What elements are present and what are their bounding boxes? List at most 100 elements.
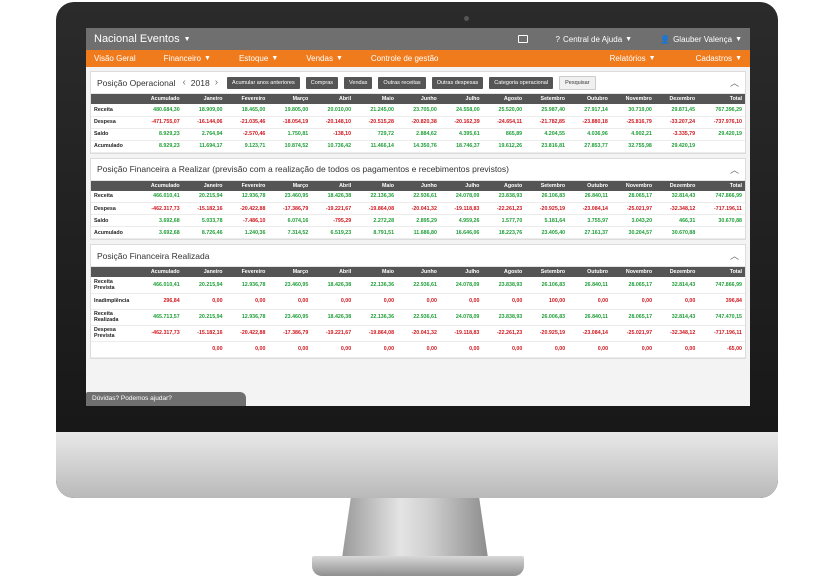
table-cell: 29.420,19 xyxy=(654,140,699,153)
column-header: Março xyxy=(268,94,312,104)
table-cell: 30.719,00 xyxy=(610,104,655,117)
table-row: Despesa -462.317,73 -15.182,16 -20.422,88 -1… xyxy=(91,202,745,215)
year-label: 2018 xyxy=(190,77,210,88)
table-row: Acumulado 3.692,68 8.726,46 1.240,36 7.314,5… xyxy=(91,226,745,239)
table-cell: 0,00 xyxy=(439,341,483,358)
column-header: Fevereiro xyxy=(225,94,269,104)
column-header: Abril xyxy=(311,180,355,191)
table-cell: -7.486,10 xyxy=(225,214,269,227)
table-cell: 6.074,16 xyxy=(268,214,312,227)
btn-outras-despesas[interactable]: Outras despesas xyxy=(431,76,484,89)
column-header: Julho xyxy=(439,267,483,277)
table-cell: -19.864,08 xyxy=(354,202,398,215)
chat-button[interactable] xyxy=(517,35,528,43)
column-header: Dezembro xyxy=(655,180,699,191)
btn-categoria-operacional[interactable]: Categoria operacional xyxy=(489,76,554,89)
btn-vendas[interactable]: Vendas xyxy=(344,76,373,89)
caret-down-icon: ▼ xyxy=(648,55,656,62)
table-cell: 22.936,61 xyxy=(397,277,440,294)
caret-down-icon: ▼ xyxy=(271,55,279,62)
collapse-icon[interactable]: ︿ xyxy=(729,164,739,175)
table-cell: 0,00 xyxy=(311,293,355,310)
collapse-icon[interactable]: ︿ xyxy=(729,251,739,261)
table-cell: 3.692,68 xyxy=(135,226,183,239)
help-center-link[interactable]: ? Central de Ajuda ▼ xyxy=(556,35,633,44)
nav-label: Visão Geral xyxy=(94,54,136,63)
table-cell: 22.136,36 xyxy=(354,277,398,294)
table-cell: 24.078,09 xyxy=(439,190,483,203)
nav-estoque[interactable]: Estoque ▼ xyxy=(239,54,278,63)
table-cell: 466.010,41 xyxy=(135,277,183,294)
table-cell: 1.750,81 xyxy=(268,128,312,141)
table-cell: -65,00 xyxy=(698,341,745,358)
table-cell: 4.395,61 xyxy=(439,128,483,141)
table-cell: 23.460,95 xyxy=(268,190,312,203)
table-cell: -15.182,16 xyxy=(182,325,226,342)
monitor-base xyxy=(312,556,524,576)
panel-financeira-realizar: Posição Financeira a Realizar (previsão … xyxy=(90,157,746,240)
column-header: Maio xyxy=(354,267,398,277)
table-row: Receita Realizada 465.713,57 20.215,94 12.9… xyxy=(91,309,745,326)
search-button[interactable]: Pesquisar xyxy=(559,75,596,90)
nav-controle-gestao[interactable]: Controle de gestão xyxy=(371,54,439,63)
brand-name: Nacional Eventos xyxy=(94,33,180,45)
table-cell: 2.764,94 xyxy=(182,128,226,141)
chat-icon xyxy=(517,35,528,43)
table-cell: 11.686,80 xyxy=(397,226,440,239)
table-cell: 2.884,62 xyxy=(396,128,440,141)
top-bar: Nacional Eventos ▼ ? Central de Ajuda ▼ … xyxy=(86,28,750,50)
column-header: Junho xyxy=(397,180,440,191)
table-cell: -20.422,88 xyxy=(225,202,269,215)
table-cell: 23.816,81 xyxy=(525,140,568,153)
nav-vendas[interactable]: Vendas ▼ xyxy=(306,54,343,63)
table-cell: 18.746,37 xyxy=(439,140,483,153)
nav-financeiro[interactable]: Financeiro ▼ xyxy=(164,54,211,63)
table-cell: -20.148,10 xyxy=(311,116,355,129)
table-cell: 0,00 xyxy=(611,293,656,310)
table-cell: 30.204,57 xyxy=(611,226,656,239)
panel-posicao-operacional: Posição Operacional ‹ 2018 › Acumular an… xyxy=(90,71,746,154)
table-cell: 0,00 xyxy=(655,341,699,358)
table-cell: 0,00 xyxy=(482,293,526,310)
column-header: Outubro xyxy=(567,94,611,104)
chevron-right-icon[interactable]: › xyxy=(214,77,219,88)
user-menu[interactable]: 👤 Glauber Valença ▼ xyxy=(660,35,742,44)
caret-down-icon: ▼ xyxy=(204,55,211,62)
table-cell: 22.936,61 xyxy=(397,190,440,203)
btn-acumular[interactable]: Acumular anos anteriores xyxy=(227,76,300,89)
column-header: Março xyxy=(268,180,312,191)
user-name: Glauber Valença xyxy=(673,34,733,44)
monitor-stand xyxy=(342,498,488,558)
help-icon: ? xyxy=(555,34,560,44)
brand-menu[interactable]: Nacional Eventos ▼ xyxy=(94,33,191,45)
nav-cadastros[interactable]: Cadastros ▼ xyxy=(696,54,742,63)
table-cell: -19.221,67 xyxy=(311,325,355,342)
caret-down-icon: ▼ xyxy=(335,55,343,62)
table-cell: 20.215,94 xyxy=(182,309,226,326)
chevron-left-icon[interactable]: ‹ xyxy=(182,77,186,88)
caret-down-icon: ▼ xyxy=(625,35,633,43)
nav-label: Vendas xyxy=(306,54,333,63)
table-cell: 465.713,57 xyxy=(135,309,183,326)
panel-header: Posição Financeira a Realizar (previsão … xyxy=(91,159,745,181)
table-cell: -21.035,46 xyxy=(225,116,269,129)
table-row: 0,00 0,00 0,00 0,00 0,00 0,00 0,00 0,00 0,00 0,00… xyxy=(91,341,745,358)
btn-compras[interactable]: Compras xyxy=(305,76,339,89)
nav-visao-geral[interactable]: Visão Geral xyxy=(94,54,136,63)
table-cell: 6.519,23 xyxy=(311,226,355,239)
collapse-icon[interactable]: ︿ xyxy=(729,78,739,88)
table-cell: 729,72 xyxy=(354,128,397,141)
table-cell: 18.465,00 xyxy=(225,104,269,117)
nav-relatorios[interactable]: Relatórios ▼ xyxy=(610,54,656,63)
column-header: Acumulado xyxy=(135,94,183,104)
table-cell: 11.466,14 xyxy=(354,140,397,153)
table-cell: -23.084,14 xyxy=(568,202,612,215)
table-cell: -25.021,97 xyxy=(611,202,656,215)
nav-label: Financeiro xyxy=(163,54,202,63)
table-cell: 8.726,46 xyxy=(182,226,226,239)
column-header: Agosto xyxy=(482,267,526,277)
help-chat-widget[interactable]: Dúvidas? Podemos ajudar? xyxy=(86,392,246,406)
btn-outras-receitas[interactable]: Outras receitas xyxy=(378,76,426,89)
table-cell: 28.065,17 xyxy=(611,309,656,326)
table-cell: -717.196,11 xyxy=(698,202,745,215)
